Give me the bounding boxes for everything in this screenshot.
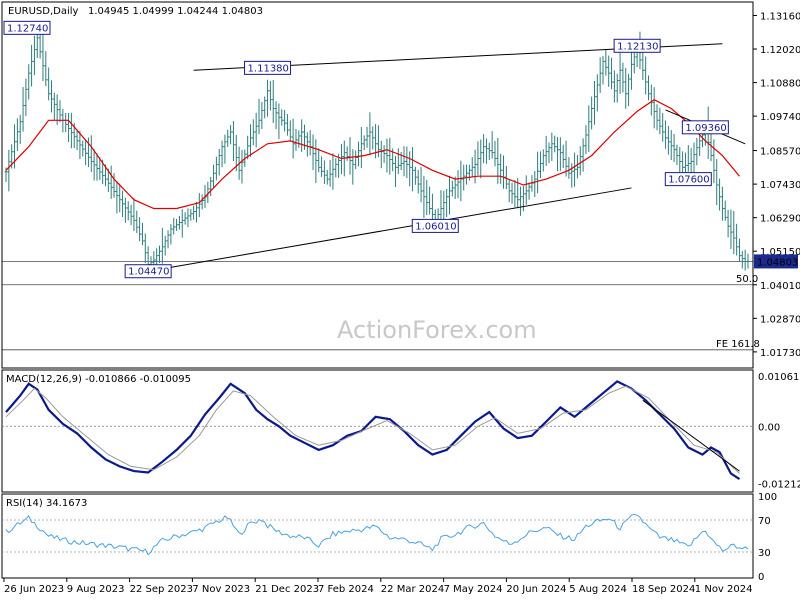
price-axis-label: 1.10880: [760, 79, 800, 90]
macd-title: MACD(12,26,9) -0.010866 -0.010095: [6, 374, 191, 385]
price-panel-frame: [1, 1, 754, 369]
price-axis-label: 1.12020: [760, 45, 800, 56]
date-axis-label: 7 May 2024: [444, 584, 503, 595]
date-axis-label: 7 Feb 2024: [318, 584, 374, 595]
rsi-title: RSI(14) 34.1673: [6, 498, 87, 509]
rsi-axis-label: 30: [758, 548, 771, 559]
price-annotation-label: 1.09360: [685, 123, 726, 134]
level-label: FE 161.8: [716, 339, 760, 350]
header-symbol: EURUSD,Daily: [8, 6, 79, 17]
moving-average-line: [5, 99, 740, 210]
rsi-axis-label: 100: [758, 492, 777, 503]
rsi-axis-label: 70: [758, 516, 771, 527]
last-price-label: 1.04803: [757, 257, 798, 268]
trendline: [148, 187, 632, 272]
watermark: ActionForex.com: [337, 316, 537, 344]
price-annotation-box: [411, 218, 459, 233]
price-annotation-label: 1.12130: [617, 41, 658, 52]
macd-panel-frame: [1, 369, 754, 493]
date-axis-label: 22 Mar 2024: [381, 584, 444, 595]
date-axis-label: 21 Dec 2023: [255, 584, 319, 595]
price-annotation-label: 1.06010: [415, 221, 456, 232]
level-label: 50.0: [736, 274, 758, 285]
rsi-panel-frame: [1, 493, 754, 579]
rsi-axis-label: 0: [758, 572, 764, 583]
price-annotation-label: 1.11380: [248, 63, 289, 74]
macd-trendline: [642, 399, 740, 472]
date-axis-label: 5 Aug 2024: [569, 584, 627, 595]
macd-axis-label: 0.00: [758, 422, 780, 433]
price-axis-label: 1.13160: [760, 11, 800, 22]
price-axis-label: 1.01730: [760, 348, 800, 359]
date-axis-label: 22 Sep 2023: [130, 584, 193, 595]
date-axis-label: 9 Aug 2023: [67, 584, 125, 595]
date-axis-label: 1 Nov 2024: [695, 584, 753, 595]
macd-axis-label: -0.01212: [758, 479, 800, 490]
price-annotation-box: [3, 20, 51, 35]
price-annotation-box: [124, 264, 172, 279]
price-annotation-box: [613, 38, 661, 53]
macd-signal-line: [5, 385, 740, 474]
price-axis-label: 1.08570: [760, 147, 800, 158]
price-axis-label: 1.07430: [760, 180, 800, 191]
rsi-line: [5, 513, 749, 556]
price-axis-label: 1.09740: [760, 112, 800, 123]
price-annotation-label: 1.04470: [128, 267, 169, 278]
price-axis-label: 1.02870: [760, 314, 800, 325]
price-annotation-box: [244, 60, 292, 75]
price-axis-label: 1.06290: [760, 214, 800, 225]
macd-line: [5, 380, 741, 481]
price-annotation-label: 1.12740: [7, 23, 48, 34]
price-annotation-label: 1.07600: [668, 175, 709, 186]
price-axis-label: 1.04010: [760, 281, 800, 292]
macd-axis-label: 0.010618: [758, 372, 800, 383]
price-axis-label: 1.05150: [760, 247, 800, 258]
date-axis-label: 20 Jun 2024: [506, 584, 566, 595]
date-axis-label: 7 Nov 2023: [192, 584, 250, 595]
price-annotation-box: [664, 172, 712, 187]
price-annotation-box: [681, 120, 729, 135]
header-ohlc: 1.04945 1.04999 1.04244 1.04803: [88, 6, 263, 17]
date-axis-label: 18 Sep 2024: [632, 584, 695, 595]
date-axis-label: 26 Jun 2023: [4, 584, 64, 595]
last-price-tag: [754, 254, 798, 269]
